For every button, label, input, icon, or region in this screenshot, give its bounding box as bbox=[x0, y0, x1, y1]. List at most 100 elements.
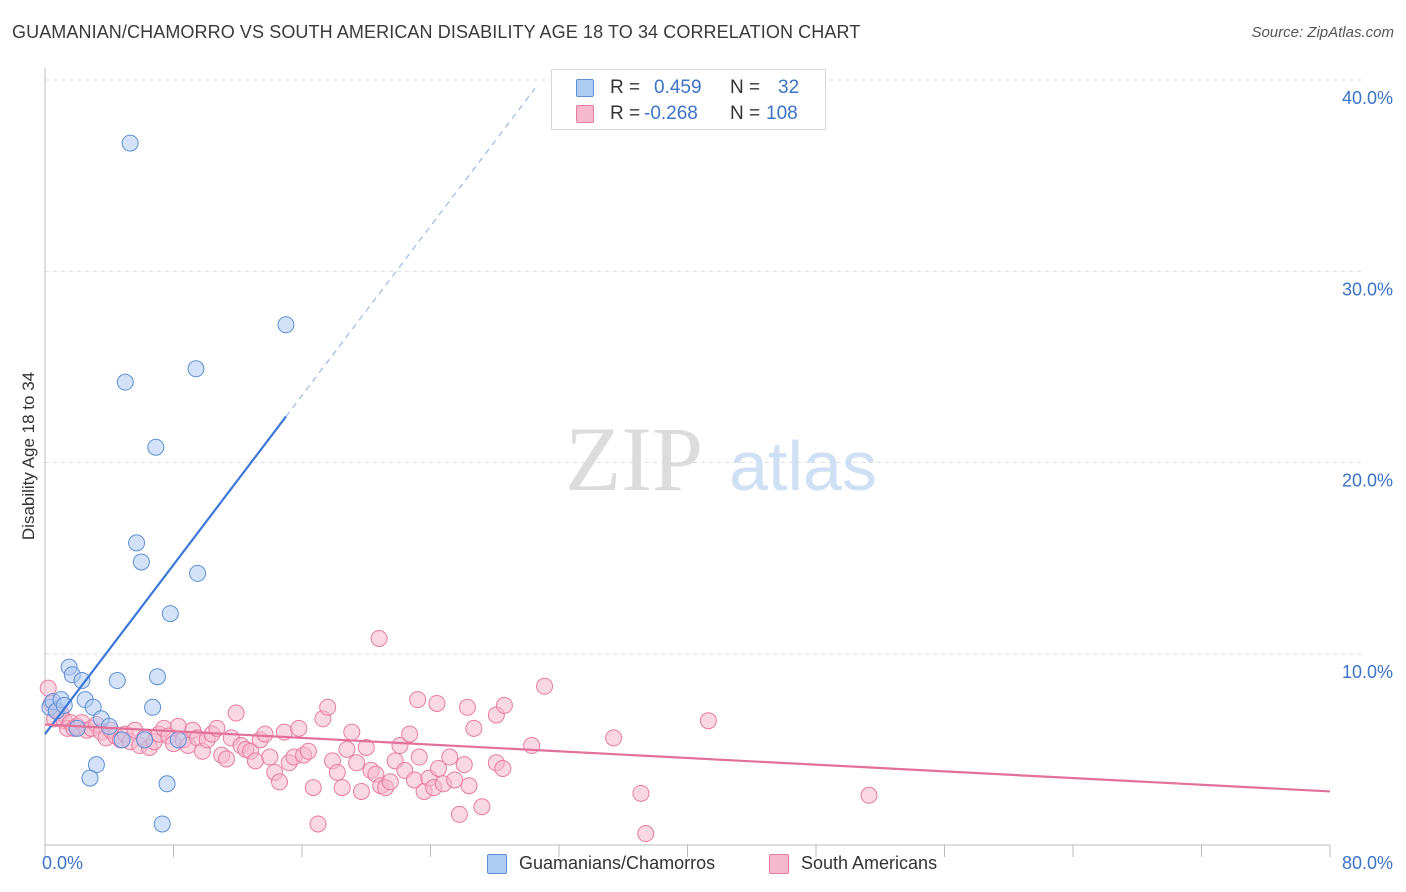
x-tick-label-min: 0.0% bbox=[42, 853, 83, 873]
south-americans-point bbox=[299, 742, 317, 760]
south-americans-point bbox=[343, 723, 361, 741]
south-americans-point bbox=[256, 725, 274, 743]
south-americans-point bbox=[450, 805, 468, 823]
south-americans-point bbox=[446, 771, 464, 789]
bottom-legend-swatch-pink bbox=[769, 854, 789, 874]
legend-n-label: N = bbox=[730, 103, 761, 124]
south-americans-point bbox=[304, 779, 322, 797]
legend-n-value: 108 bbox=[766, 103, 798, 124]
guamanians-point bbox=[153, 815, 171, 833]
guamanians-point bbox=[136, 731, 154, 749]
tick-labels: 10.0% 20.0% 30.0% 40.0% 0.0% 80.0% bbox=[42, 88, 1393, 873]
y-tick-label: 40.0% bbox=[1342, 88, 1393, 108]
legend-n-label: N = bbox=[730, 77, 761, 98]
south-americans-point bbox=[860, 786, 878, 804]
legend-r-value: -0.268 bbox=[644, 103, 698, 124]
bottom-legend-label: South Americans bbox=[801, 853, 938, 873]
south-americans-point bbox=[218, 750, 236, 768]
guamanians-points bbox=[41, 134, 295, 833]
guamanians-point bbox=[108, 672, 126, 690]
legend-r-value: 0.459 bbox=[654, 77, 702, 98]
south-americans-point bbox=[458, 698, 476, 716]
guamanians-point bbox=[100, 717, 118, 735]
guamanians-trend-extension bbox=[285, 88, 536, 417]
south-americans-point bbox=[637, 825, 655, 843]
south-americans-point bbox=[495, 696, 513, 714]
south-americans-points bbox=[39, 629, 878, 843]
guamanians-point bbox=[144, 698, 162, 716]
guamanians-point bbox=[68, 719, 86, 737]
south-americans-point bbox=[381, 773, 399, 791]
guamanians-point bbox=[132, 553, 150, 571]
guamanians-point bbox=[187, 360, 205, 378]
south-americans-point bbox=[352, 782, 370, 800]
y-tick-label: 20.0% bbox=[1342, 471, 1393, 491]
bottom-legend-label: Guamanians/Chamorros bbox=[519, 853, 716, 873]
watermark-atlas: atlas bbox=[729, 427, 877, 505]
x-tick-label-max: 80.0% bbox=[1342, 853, 1393, 873]
south-americans-point bbox=[246, 752, 264, 770]
south-americans-point bbox=[441, 748, 459, 766]
y-tick-label: 30.0% bbox=[1342, 279, 1393, 299]
guamanians-point bbox=[128, 534, 146, 552]
legend-swatch-blue bbox=[576, 79, 594, 97]
guamanians-point bbox=[147, 438, 165, 456]
south-americans-point bbox=[357, 738, 375, 756]
south-americans-point bbox=[460, 777, 478, 795]
south-americans-point bbox=[430, 760, 448, 777]
south-americans-point bbox=[605, 729, 623, 747]
y-tick-label: 10.0% bbox=[1342, 662, 1393, 682]
south-americans-point bbox=[428, 694, 446, 712]
south-americans-point bbox=[494, 760, 512, 777]
legend-r-label: R = bbox=[610, 103, 641, 124]
south-americans-point bbox=[632, 784, 650, 802]
south-americans-point bbox=[348, 754, 366, 772]
south-americans-point bbox=[370, 629, 388, 647]
guamanians-point bbox=[113, 731, 131, 749]
y-axis-label: Disability Age 18 to 34 bbox=[19, 371, 38, 541]
correlation-legend: R = 0.459 N = 32 R = -0.268 N = 108 bbox=[551, 69, 826, 130]
guamanians-point bbox=[55, 696, 73, 714]
guamanians-point bbox=[158, 775, 176, 793]
source-credit: Source: ZipAtlas.com bbox=[1251, 24, 1394, 41]
south-americans-point bbox=[227, 704, 245, 722]
south-americans-point bbox=[261, 748, 279, 766]
south-americans-point bbox=[338, 740, 356, 758]
south-americans-point bbox=[409, 691, 427, 709]
south-americans-point bbox=[455, 756, 473, 774]
guamanians-point bbox=[116, 373, 134, 391]
south-americans-trend-line bbox=[44, 723, 1331, 793]
guamanians-point bbox=[161, 605, 179, 623]
south-americans-point bbox=[699, 712, 717, 730]
legend-n-value: 32 bbox=[778, 77, 800, 98]
guamanians-point bbox=[81, 769, 99, 787]
legend-r-label: R = bbox=[610, 77, 641, 98]
guamanians-point bbox=[121, 134, 139, 152]
guamanians-point bbox=[73, 672, 91, 690]
south-americans-point bbox=[391, 737, 409, 755]
guamanians-trend-line bbox=[44, 415, 287, 735]
south-americans-point bbox=[473, 798, 491, 816]
south-americans-point bbox=[319, 698, 337, 716]
legend-swatch-pink bbox=[576, 105, 594, 123]
south-americans-point bbox=[410, 748, 428, 766]
guamanians-point bbox=[189, 564, 207, 582]
south-americans-point bbox=[271, 773, 289, 791]
chart-title: GUAMANIAN/CHAMORRO VS SOUTH AMERICAN DIS… bbox=[12, 22, 861, 42]
grid-lines bbox=[45, 79, 1365, 655]
guamanians-point bbox=[148, 668, 166, 686]
south-americans-point bbox=[536, 677, 554, 695]
south-americans-point bbox=[401, 725, 419, 743]
south-americans-point bbox=[290, 719, 308, 737]
axes bbox=[44, 68, 1331, 857]
watermark-zip: ZIP bbox=[565, 408, 703, 510]
south-americans-point bbox=[465, 719, 483, 737]
guamanians-point bbox=[169, 731, 187, 749]
south-americans-point bbox=[328, 763, 346, 781]
trend-lines bbox=[44, 88, 1331, 793]
guamanians-point bbox=[277, 316, 295, 334]
watermark: ZIP atlas bbox=[565, 408, 877, 510]
bottom-legend-swatch-blue bbox=[487, 854, 507, 874]
south-americans-point bbox=[333, 779, 351, 797]
